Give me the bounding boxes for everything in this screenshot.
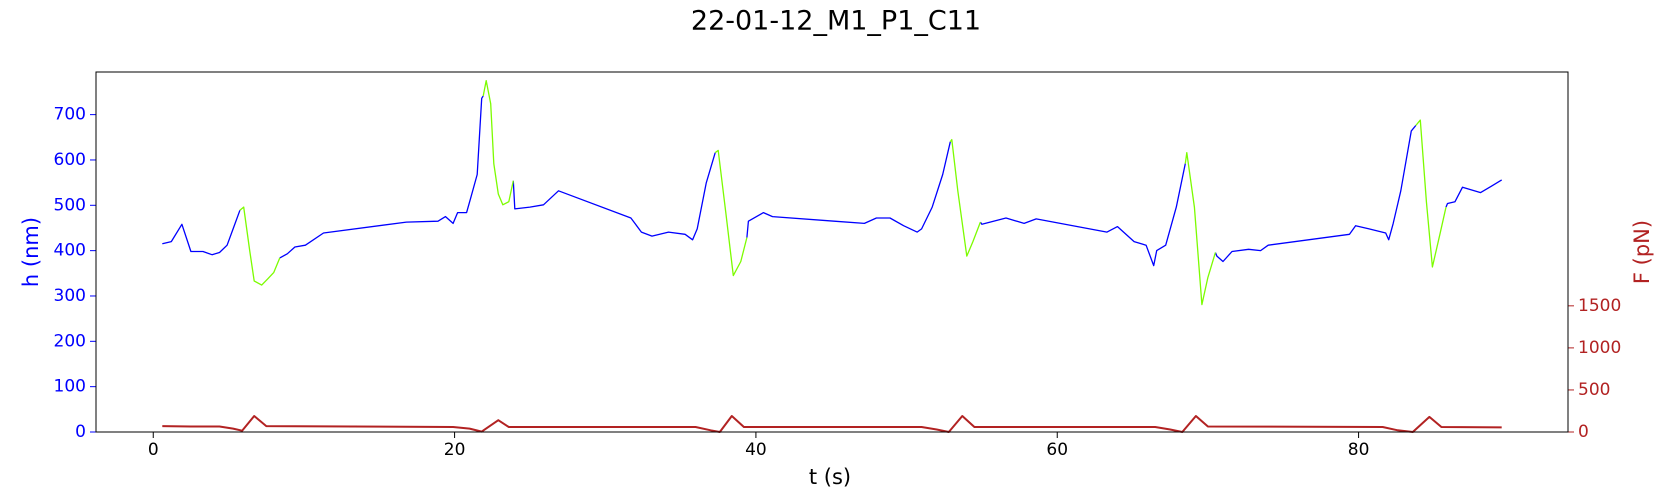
plot-frame: [95, 71, 1569, 433]
y-axis-label: h (nm): [19, 217, 43, 287]
y2-tick-label: 1500: [1578, 296, 1621, 316]
y-tick-label: 600: [54, 150, 86, 170]
x-tick-label: 80: [1348, 440, 1370, 460]
y-tick-label: 300: [54, 286, 86, 306]
y-tick-label: 700: [54, 105, 86, 125]
y-tick-label: 0: [75, 422, 86, 442]
chart-title: 22-01-12_M1_P1_C11: [691, 6, 981, 37]
x-tick-label: 20: [444, 440, 466, 460]
y-tick-label: 500: [54, 195, 86, 215]
x-tick-label: 0: [148, 440, 159, 460]
data-line: [162, 95, 1503, 267]
y2-axis-label: F (pN): [1630, 220, 1654, 284]
y-tick-label: 100: [54, 377, 86, 397]
x-tick-label: 60: [1046, 440, 1068, 460]
y-tick-label: 200: [54, 331, 86, 351]
x-tick-label: 40: [745, 440, 767, 460]
y2-tick-label: 500: [1578, 380, 1610, 400]
data-line: [162, 415, 1502, 433]
y2-tick-label: 0: [1578, 422, 1589, 442]
data-line: [239, 79, 1447, 306]
y-tick-label: 400: [54, 241, 86, 261]
x-axis-label: t (s): [809, 465, 851, 489]
y2-tick-label: 1000: [1578, 338, 1621, 358]
